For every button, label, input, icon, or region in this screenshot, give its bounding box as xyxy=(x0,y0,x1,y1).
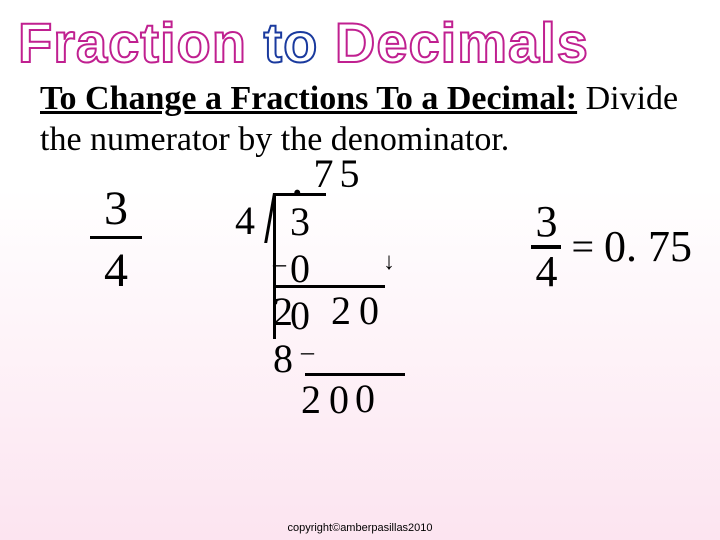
math-area: 3 4 .75 4 3 0 0 –2 8 ↓ 20 –20 0 3 4 = 0.… xyxy=(0,161,720,461)
result-decimal: 0. 75 xyxy=(604,221,692,272)
minus-sign: – xyxy=(273,249,294,278)
equals-sign: = xyxy=(571,223,594,270)
copyright-text: copyright©amberpasillas2010 xyxy=(0,522,720,534)
remainder2: 0 xyxy=(355,375,383,422)
slide-title: Fraction to Decimals xyxy=(0,0,720,75)
bring-down-arrow-icon: ↓ xyxy=(383,249,395,276)
remainder1: 20 xyxy=(331,287,387,334)
title-word-decimals: Decimals xyxy=(335,11,589,74)
quotient-digits: 75 xyxy=(314,151,366,196)
title-word-fraction: Fraction xyxy=(18,11,247,74)
result-equation: 3 4 = 0. 75 xyxy=(531,199,692,295)
step1-value: 2 8 xyxy=(273,289,301,381)
divisor: 4 xyxy=(235,197,255,244)
example-fraction: 3 4 xyxy=(90,181,142,298)
subtitle-bold: To Change a Fractions To a Decimal: xyxy=(40,80,577,117)
step1: – 2 8 xyxy=(273,241,301,382)
minus-sign-2: – xyxy=(301,337,322,366)
result-numerator: 3 xyxy=(531,199,561,249)
title-word-to: to xyxy=(263,11,318,74)
fraction-denominator: 4 xyxy=(90,239,142,298)
result-denominator: 4 xyxy=(531,249,561,295)
step2-value: 20 xyxy=(301,377,357,422)
fraction-numerator: 3 xyxy=(90,181,142,239)
step2: – 20 xyxy=(301,329,357,423)
result-fraction: 3 4 xyxy=(531,199,561,295)
